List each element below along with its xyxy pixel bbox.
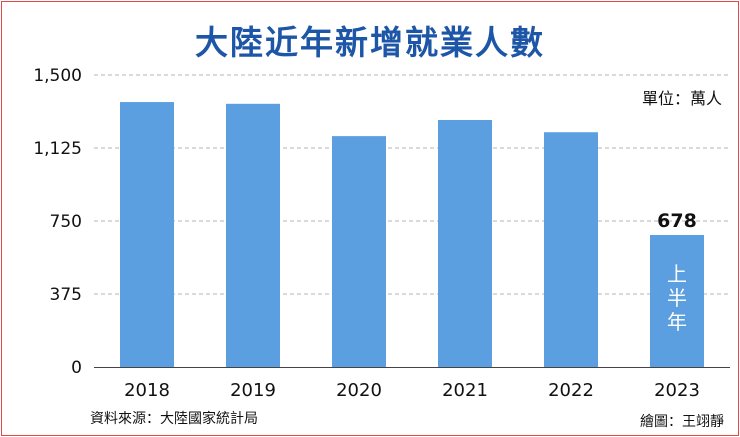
bar-2020 [332, 136, 386, 367]
y-tick-label: 375 [50, 285, 82, 305]
data-label: 678 [657, 210, 697, 232]
x-axis-ticks: 2018 2019 2020 2021 2022 2023 [124, 380, 700, 401]
x-tick-label: 2022 [548, 380, 594, 401]
x-tick-label: 2023 [654, 380, 700, 401]
bar-2018 [120, 102, 174, 368]
credit-label: 繪圖：王翊靜 [640, 413, 724, 430]
y-tick-label: 0 [71, 358, 82, 378]
bars: 678 上半年 [120, 102, 704, 368]
chart-title: 大陸近年新增就業人數 [195, 23, 545, 62]
bar-2021 [438, 119, 492, 367]
bar-note: 上半年 [667, 262, 687, 334]
x-tick-label: 2019 [230, 380, 276, 401]
unit-label: 單位：萬人 [642, 89, 722, 108]
y-axis-ticks: 0 375 750 1,125 1,500 [33, 66, 82, 378]
bar-2022 [544, 132, 598, 367]
gridlines [94, 74, 730, 295]
y-tick-label: 1,500 [33, 66, 82, 86]
bar-2019 [226, 103, 280, 367]
x-tick-label: 2021 [442, 380, 488, 401]
x-tick-label: 2020 [336, 380, 382, 401]
x-tick-label: 2018 [124, 380, 170, 401]
y-tick-label: 1,125 [33, 139, 82, 159]
source-label: 資料來源：大陸國家統計局 [90, 410, 258, 427]
y-tick-label: 750 [50, 212, 82, 232]
bar-2023 [650, 235, 704, 367]
